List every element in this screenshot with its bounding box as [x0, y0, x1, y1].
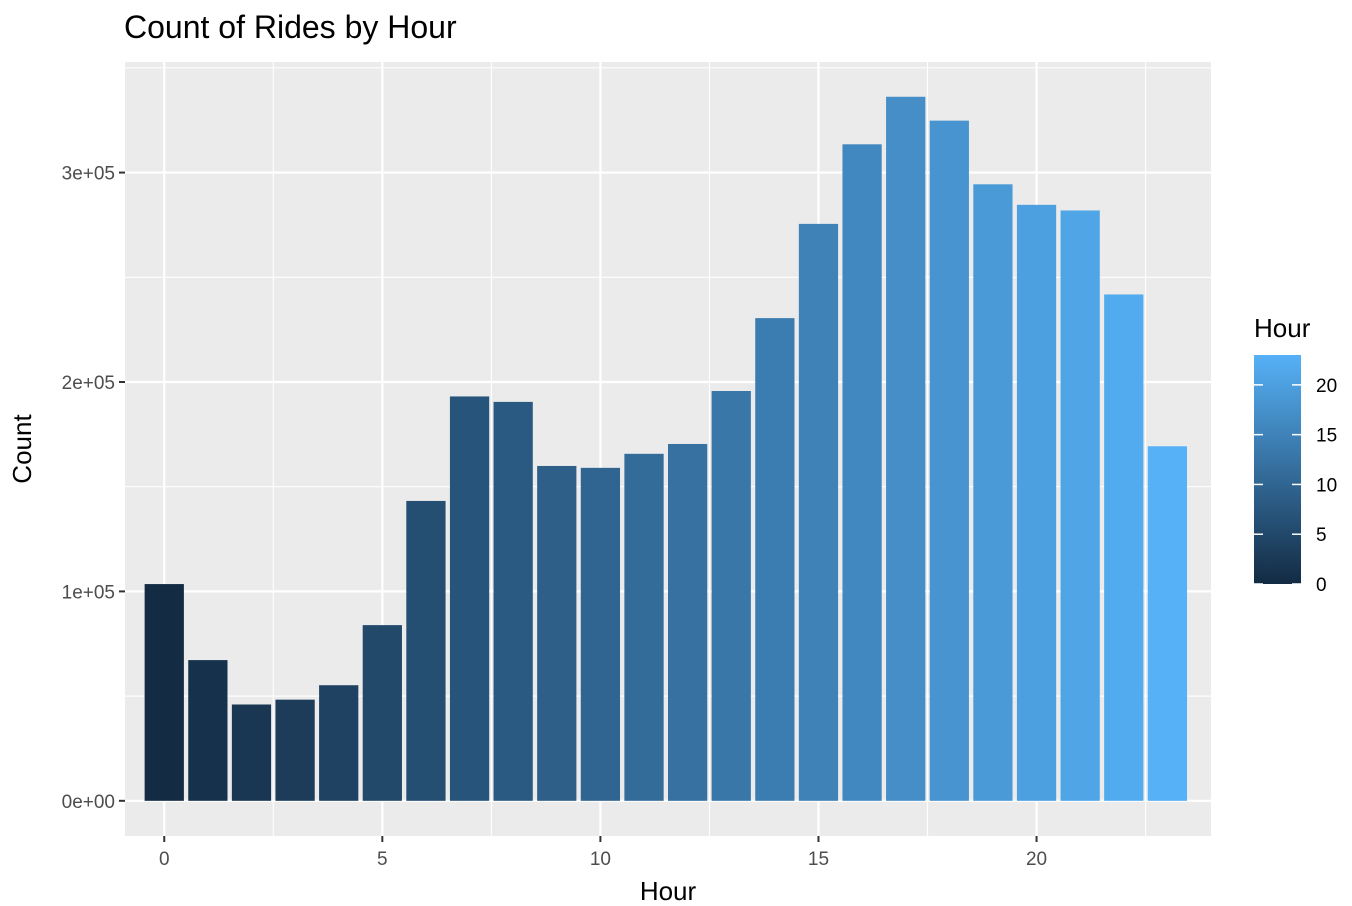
bar-hour-22 — [1104, 294, 1144, 801]
bars — [144, 96, 1188, 801]
y-axis-title: Count — [7, 414, 37, 484]
legend-label: 15 — [1316, 426, 1337, 447]
x-tick-label: 20 — [1026, 849, 1047, 870]
y-tick-label: 0e+00 — [62, 792, 115, 813]
x-tick-label: 5 — [377, 849, 388, 870]
bar-hour-7 — [449, 396, 490, 801]
legend-label: 5 — [1316, 525, 1327, 546]
bar-hour-4 — [319, 685, 359, 801]
bar-hour-18 — [929, 120, 969, 801]
bar-hour-13 — [711, 390, 751, 801]
y-tick-label: 1e+05 — [62, 582, 115, 603]
x-tick-label: 0 — [159, 849, 170, 870]
legend-colorbar — [1254, 355, 1301, 584]
y-axis: 0e+00 1e+05 2e+05 3e+05 — [62, 164, 125, 813]
bar-hour-20 — [1016, 204, 1057, 801]
x-axis: 0 5 10 15 20 — [159, 836, 1047, 870]
bar-hour-15 — [798, 223, 839, 801]
bar-hour-10 — [580, 467, 621, 801]
legend: Hour 0 5 10 15 20 — [1254, 313, 1337, 596]
bar-hour-8 — [493, 401, 533, 801]
bar-hour-5 — [362, 625, 402, 801]
legend-title: Hour — [1254, 313, 1311, 343]
bar-hour-12 — [668, 443, 708, 801]
bar-hour-6 — [406, 500, 446, 801]
bar-hour-21 — [1060, 210, 1100, 801]
bar-hour-1 — [188, 660, 228, 801]
bar-hour-3 — [275, 699, 315, 801]
legend-label: 10 — [1316, 475, 1337, 496]
x-tick-label: 15 — [808, 849, 829, 870]
bar-hour-19 — [973, 184, 1013, 801]
bar-hour-16 — [842, 144, 882, 801]
bar-hour-9 — [537, 465, 577, 801]
legend-label: 0 — [1316, 575, 1327, 596]
chart-title: Count of Rides by Hour — [124, 9, 457, 45]
bar-hour-0 — [144, 584, 184, 801]
bar-hour-17 — [886, 96, 926, 801]
y-tick-label: 3e+05 — [62, 164, 115, 185]
legend-ticks: 0 5 10 15 20 — [1254, 376, 1337, 596]
x-axis-title: Hour — [640, 876, 697, 906]
bar-hour-2 — [231, 704, 272, 801]
legend-label: 20 — [1316, 376, 1337, 397]
bar-hour-14 — [755, 318, 795, 801]
bar-hour-23 — [1147, 446, 1188, 801]
bar-hour-11 — [624, 453, 664, 801]
x-tick-label: 10 — [590, 849, 611, 870]
y-tick-label: 2e+05 — [62, 373, 115, 394]
